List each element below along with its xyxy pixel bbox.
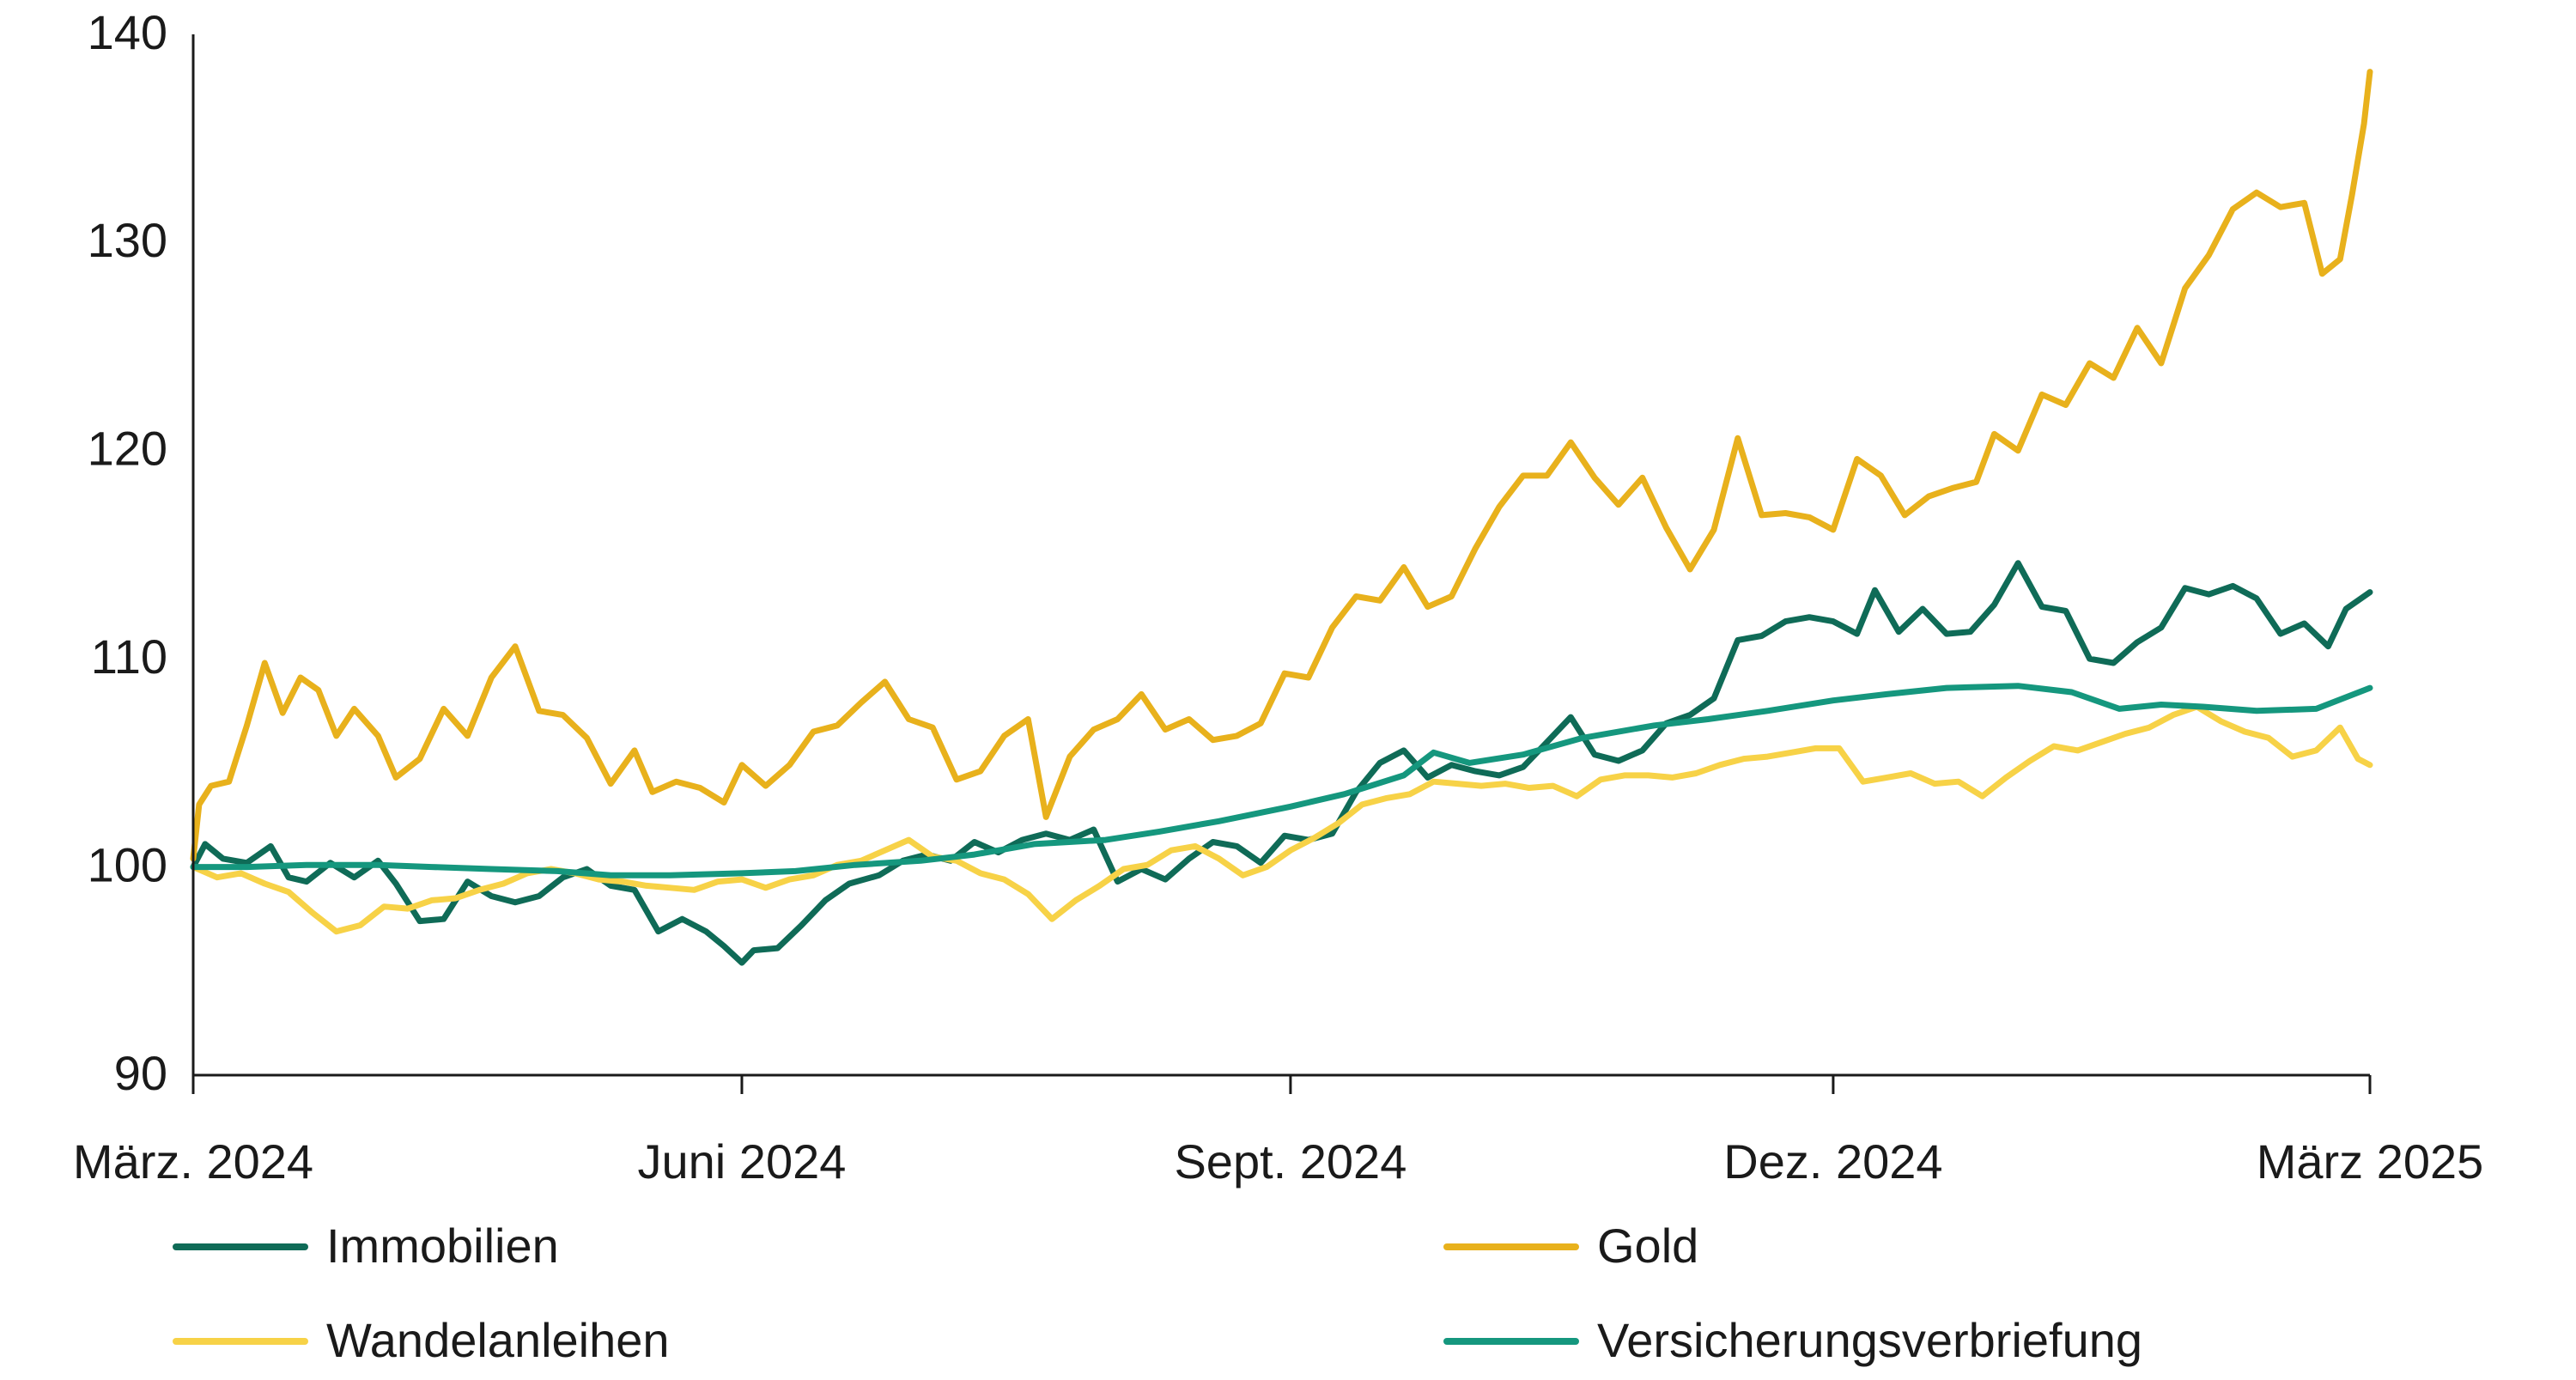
legend-item-versicherungsverbriefung: Versicherungsverbriefung bbox=[1443, 1313, 2142, 1367]
y-tick-label: 110 bbox=[91, 629, 167, 684]
series-line-versicherungsverbriefung bbox=[190, 683, 2373, 878]
x-tick-label: Dez. 2024 bbox=[1723, 1134, 1942, 1189]
legend-item-gold: Gold bbox=[1443, 1219, 1698, 1273]
series-line-immobilien bbox=[190, 560, 2373, 966]
x-tick-label: Juni 2024 bbox=[638, 1134, 847, 1189]
series-line-gold bbox=[190, 69, 2373, 862]
legend-label: Gold bbox=[1597, 1219, 1698, 1273]
y-tick-label: 100 bbox=[88, 837, 167, 891]
legend-label: Immobilien bbox=[326, 1219, 559, 1273]
y-tick-label: 120 bbox=[88, 422, 167, 476]
y-axis-ticks: 90 100 110 120 130 140 bbox=[88, 5, 167, 1100]
legend-label: Wandelanleihen bbox=[326, 1313, 670, 1367]
x-axis-ticks: März. 2024 Juni 2024 Sept. 2024 Dez. 2024 Mä… bbox=[73, 1075, 2483, 1189]
x-tick-label: März. 2024 bbox=[73, 1134, 313, 1189]
legend-label: Versicherungsverbriefung bbox=[1597, 1313, 2142, 1367]
series-line-wandelanleihen bbox=[190, 703, 2373, 935]
y-tick-label: 130 bbox=[88, 213, 167, 267]
legend: Immobilien Gold Wandelanleihen Versicherung… bbox=[173, 1219, 2142, 1367]
y-tick-label: 90 bbox=[114, 1046, 167, 1100]
legend-item-wandelanleihen: Wandelanleihen bbox=[173, 1313, 670, 1367]
series-layer bbox=[190, 69, 2373, 966]
y-tick-label: 140 bbox=[88, 5, 167, 59]
x-tick-label: Sept. 2024 bbox=[1174, 1134, 1406, 1189]
legend-item-immobilien: Immobilien bbox=[173, 1219, 559, 1273]
x-tick-label: März 2025 bbox=[2257, 1134, 2484, 1189]
